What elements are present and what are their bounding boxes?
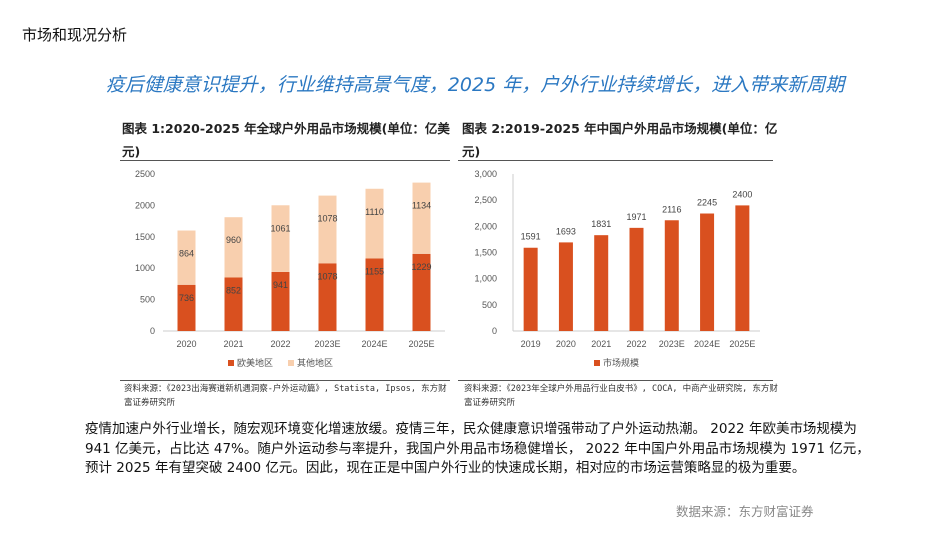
data-label: 2245 bbox=[697, 198, 717, 208]
data-label: 864 bbox=[179, 249, 194, 259]
x-tick-label: 2020 bbox=[556, 339, 576, 349]
data-label: 1078 bbox=[317, 271, 337, 281]
bar bbox=[365, 188, 384, 259]
bar bbox=[664, 220, 679, 331]
bar bbox=[412, 182, 431, 254]
y-tick-label: 2,000 bbox=[474, 221, 497, 231]
legend-label: 其他地区 bbox=[297, 357, 333, 368]
section-title: 市场和现况分析 bbox=[22, 26, 128, 44]
footer-source: 数据来源：东方财富证券 bbox=[676, 504, 814, 519]
bar bbox=[594, 235, 609, 331]
y-tick-label: 0 bbox=[492, 326, 497, 336]
x-tick-label: 2022 bbox=[626, 339, 646, 349]
y-tick-label: 2500 bbox=[135, 169, 155, 179]
bar bbox=[365, 258, 384, 331]
x-tick-label: 2025E bbox=[729, 339, 755, 349]
data-label: 2400 bbox=[732, 189, 752, 199]
y-tick-label: 2000 bbox=[135, 200, 155, 210]
x-tick-label: 2024E bbox=[694, 339, 720, 349]
bar bbox=[271, 205, 290, 272]
x-tick-label: 2023E bbox=[659, 339, 685, 349]
y-tick-label: 1,500 bbox=[474, 248, 497, 258]
y-tick-label: 1500 bbox=[135, 232, 155, 242]
data-label: 960 bbox=[226, 235, 241, 245]
bar bbox=[318, 263, 337, 331]
chart1-source: 资料来源：《2023出海赛道新机遇洞察-户外运动篇》, Statista, Ip… bbox=[124, 384, 447, 408]
bar bbox=[224, 277, 243, 331]
y-tick-label: 0 bbox=[150, 326, 155, 336]
x-tick-label: 2021 bbox=[223, 339, 243, 349]
chart1-title: 图表 1:2020-2025 年全球户外用品市场规模(单位：亿美元) bbox=[122, 121, 450, 159]
bar bbox=[700, 213, 715, 331]
x-tick-label: 2019 bbox=[521, 339, 541, 349]
chart1-top-rule bbox=[120, 160, 450, 161]
data-label: 736 bbox=[179, 293, 194, 303]
chart1-bottom-rule bbox=[120, 380, 450, 381]
headline: 疫后健康意识提升，行业维持高景气度，2025 年，户外行业持续增长，进入带来新周… bbox=[105, 74, 845, 96]
chart2-title: 图表 2:2019-2025 年中国户外用品市场规模(单位：亿元) bbox=[462, 121, 778, 159]
bar bbox=[177, 230, 196, 285]
bar bbox=[318, 195, 337, 264]
bar bbox=[558, 242, 573, 331]
x-tick-label: 2024E bbox=[361, 339, 387, 349]
data-label: 1155 bbox=[365, 266, 384, 276]
y-tick-label: 2,500 bbox=[474, 195, 497, 205]
data-label: 1061 bbox=[270, 223, 290, 233]
data-label: 1971 bbox=[626, 212, 646, 222]
x-tick-label: 2025E bbox=[408, 339, 434, 349]
y-tick-label: 1000 bbox=[135, 263, 155, 273]
body-paragraph: 疫情加速户外行业增长，随宏观环境变化增速放缓。疫情三年，民众健康意识增强带动了户… bbox=[85, 421, 870, 476]
legend-label: 欧美地区 bbox=[237, 357, 273, 368]
data-label: 1831 bbox=[591, 219, 611, 229]
y-tick-label: 3,000 bbox=[474, 169, 497, 179]
x-tick-label: 2022 bbox=[270, 339, 290, 349]
bar bbox=[224, 217, 243, 278]
data-label: 1591 bbox=[521, 232, 541, 242]
x-tick-label: 2021 bbox=[591, 339, 611, 349]
x-tick-label: 2020 bbox=[176, 339, 196, 349]
data-label: 1134 bbox=[412, 201, 431, 211]
bar bbox=[735, 205, 750, 331]
chart2-top-rule bbox=[458, 160, 773, 161]
data-label: 852 bbox=[226, 285, 241, 295]
y-tick-label: 1,000 bbox=[474, 274, 497, 284]
data-label: 2116 bbox=[662, 204, 681, 214]
legend-swatch bbox=[594, 360, 600, 366]
data-label: 1110 bbox=[365, 207, 384, 217]
y-tick-label: 500 bbox=[140, 295, 155, 305]
bar bbox=[412, 253, 431, 331]
bar bbox=[271, 271, 290, 331]
legend-label: 市场规模 bbox=[603, 357, 639, 368]
y-tick-label: 500 bbox=[482, 300, 497, 310]
x-tick-label: 2023E bbox=[314, 339, 340, 349]
data-label: 1078 bbox=[317, 214, 337, 224]
chart2-bottom-rule bbox=[458, 380, 773, 381]
data-label: 1229 bbox=[411, 262, 431, 272]
data-label: 941 bbox=[273, 280, 288, 290]
chart2-source: 资料来源：《2023年全球户外用品行业白皮书》, COCA, 中商产业研究院, … bbox=[464, 384, 778, 408]
bar bbox=[629, 227, 644, 331]
legend-swatch bbox=[228, 360, 234, 366]
bar bbox=[177, 284, 196, 331]
data-label: 1693 bbox=[556, 226, 576, 236]
bar bbox=[523, 247, 538, 331]
legend-swatch bbox=[288, 360, 294, 366]
